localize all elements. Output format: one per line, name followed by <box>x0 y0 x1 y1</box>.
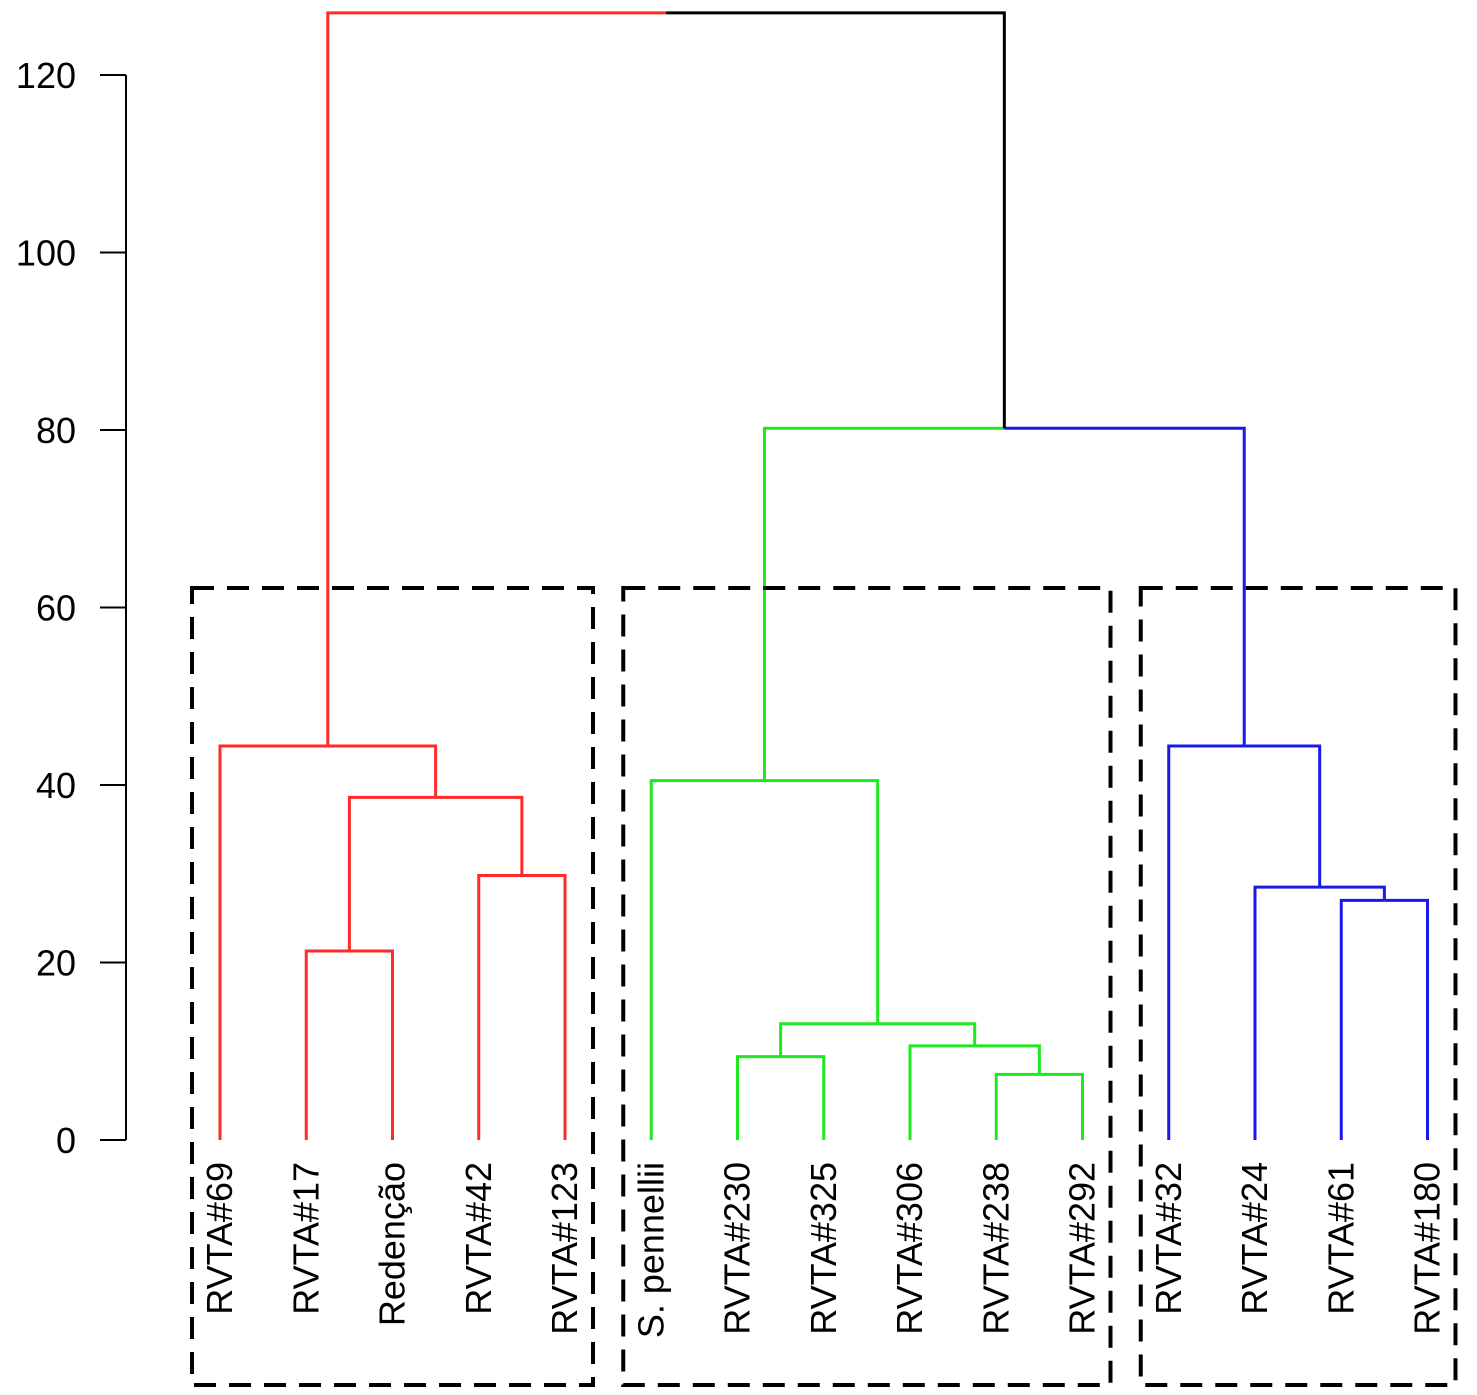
dendrogram-branch-left <box>1339 898 1385 1140</box>
dendrogram-branch-left <box>477 874 522 1140</box>
dendrogram-branch-left <box>1167 744 1245 1140</box>
y-tick-label: 120 <box>16 55 76 96</box>
leaf-label: Redenção <box>372 1162 413 1326</box>
dendrogram-branch-right <box>435 795 524 876</box>
dendrogram-branch-right <box>1319 885 1386 901</box>
dendrogram-branch-right <box>1384 898 1429 1140</box>
dendrogram-branch-right <box>974 1044 1041 1075</box>
y-tick-label: 20 <box>36 943 76 984</box>
dendrogram-branch-left <box>779 1022 878 1057</box>
y-axis: 0 20 40 60 80 100 120 <box>16 55 127 1161</box>
cluster-box <box>621 585 1113 1387</box>
dendrogram-branch-right <box>764 779 880 1024</box>
leaf-label: RVTA#69 <box>199 1162 240 1315</box>
leaf-label: RVTA#24 <box>1234 1162 1275 1315</box>
y-tick-label: 80 <box>36 410 76 451</box>
leaf-label: RVTA#306 <box>889 1162 930 1335</box>
leaf-label: RVTA#230 <box>717 1162 758 1335</box>
dendrogram-branch-right <box>877 1022 977 1046</box>
dendrogram-branch-left <box>908 1044 975 1140</box>
dendrogram-branch-left <box>736 1055 781 1140</box>
cluster-box <box>190 585 595 1387</box>
dendrogram-branch-left <box>1253 885 1320 1140</box>
dendrogram-branch-left <box>347 795 436 951</box>
leaf-label: RVTA#325 <box>803 1162 844 1335</box>
dendrogram-branch-right <box>780 1055 826 1140</box>
dendrogram-branch-left <box>994 1072 1040 1140</box>
cluster-box <box>1138 585 1458 1387</box>
leaf-label: RVTA#292 <box>1062 1162 1103 1335</box>
dendrogram-branches <box>218 11 1429 1140</box>
dendrogram-branch-left <box>762 426 1005 781</box>
dendrogram-branch-left <box>304 949 350 1140</box>
leaf-label: S. pennellii <box>630 1162 671 1338</box>
y-tick-label: 0 <box>56 1120 76 1161</box>
leaf-label: RVTA#238 <box>975 1162 1016 1335</box>
dendrogram-branch-right <box>327 744 438 798</box>
leaf-label: RVTA#32 <box>1148 1162 1189 1315</box>
y-tick-label: 40 <box>36 765 76 806</box>
y-tick-label: 100 <box>16 233 76 274</box>
leaf-label: RVTA#61 <box>1320 1162 1361 1315</box>
leaf-label: RVTA#42 <box>458 1162 499 1315</box>
dendrogram-branch-left <box>326 11 667 746</box>
leaf-label: RVTA#180 <box>1407 1162 1448 1335</box>
dendrogram-branch-left <box>649 779 765 1140</box>
leaf-label: RVTA#123 <box>544 1162 585 1335</box>
dendrogram-branch-right <box>1244 744 1322 888</box>
dendrogram-branch-right <box>521 874 567 1140</box>
leaf-labels: RVTA#69 RVTA#17 Redenção RVTA#42 RVTA#123 S. … <box>199 1162 1448 1338</box>
leaf-label: RVTA#17 <box>285 1162 326 1315</box>
dendrogram-branch-right <box>349 949 394 1140</box>
cluster-boxes <box>190 585 1458 1387</box>
dendrogram-branch-right <box>666 11 1006 429</box>
dendrogram-branch-right <box>1039 1072 1084 1140</box>
dendrogram-branch-right <box>1004 426 1246 746</box>
dendrogram-branch-left <box>218 744 328 1140</box>
y-tick-label: 60 <box>36 588 76 629</box>
